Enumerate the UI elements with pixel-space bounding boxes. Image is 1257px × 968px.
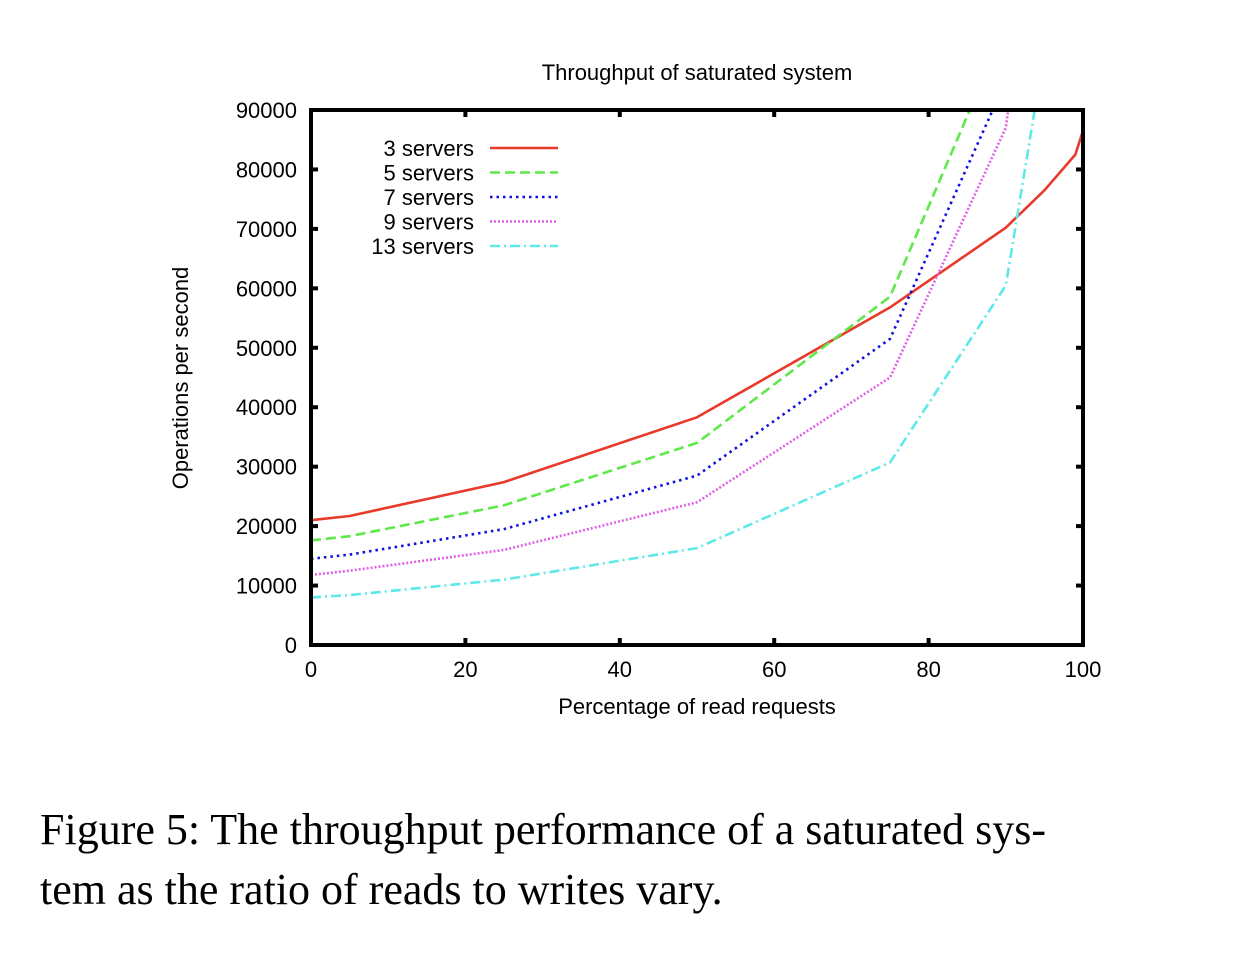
legend-label: 7 servers — [384, 185, 474, 210]
y-tick-label: 70000 — [236, 217, 297, 242]
y-tick-label: 60000 — [236, 276, 297, 301]
series-line-3-servers — [311, 130, 1083, 522]
legend-label: 13 servers — [371, 234, 474, 259]
chart-title: Throughput of saturated system — [542, 60, 853, 85]
legend-label: 3 servers — [384, 136, 474, 161]
y-tick-label: 0 — [285, 633, 297, 658]
y-tick-label: 20000 — [236, 514, 297, 539]
line-chart: Throughput of saturated system Percentag… — [168, 60, 1102, 719]
y-tick-label: 30000 — [236, 455, 297, 480]
legend-label: 9 servers — [384, 210, 474, 235]
ticks-layer: 0 20 40 60 80 100 0 10000 20000 30000 40000 50000 60… — [236, 98, 1102, 682]
series-layer — [311, 110, 1083, 599]
caption-line-2: tem as the ratio of reads to writes vary… — [40, 865, 723, 914]
figure-caption: Figure 5: The throughput performance of … — [40, 800, 1240, 920]
x-tick-label: 40 — [608, 657, 632, 682]
caption-line-1: Figure 5: The throughput performance of … — [40, 805, 1047, 854]
series-line-9-servers — [311, 110, 1010, 577]
x-tick-label: 20 — [453, 657, 477, 682]
plot-frame — [309, 108, 1085, 647]
y-tick-label: 90000 — [236, 98, 297, 123]
y-tick-label: 40000 — [236, 395, 297, 420]
x-tick-label: 60 — [762, 657, 786, 682]
x-axis-label: Percentage of read requests — [558, 694, 836, 719]
series-line-7-servers — [311, 110, 995, 561]
y-tick-label: 80000 — [236, 157, 297, 182]
y-tick-label: 50000 — [236, 336, 297, 361]
series-line-13-servers — [311, 110, 1037, 599]
y-axis-label: Operations per second — [168, 267, 193, 490]
x-tick-label: 100 — [1065, 657, 1102, 682]
series-line-5-servers — [311, 110, 972, 542]
y-tick-label: 10000 — [236, 574, 297, 599]
x-tick-label: 0 — [305, 657, 317, 682]
legend-label: 5 servers — [384, 161, 474, 186]
x-tick-label: 80 — [916, 657, 940, 682]
